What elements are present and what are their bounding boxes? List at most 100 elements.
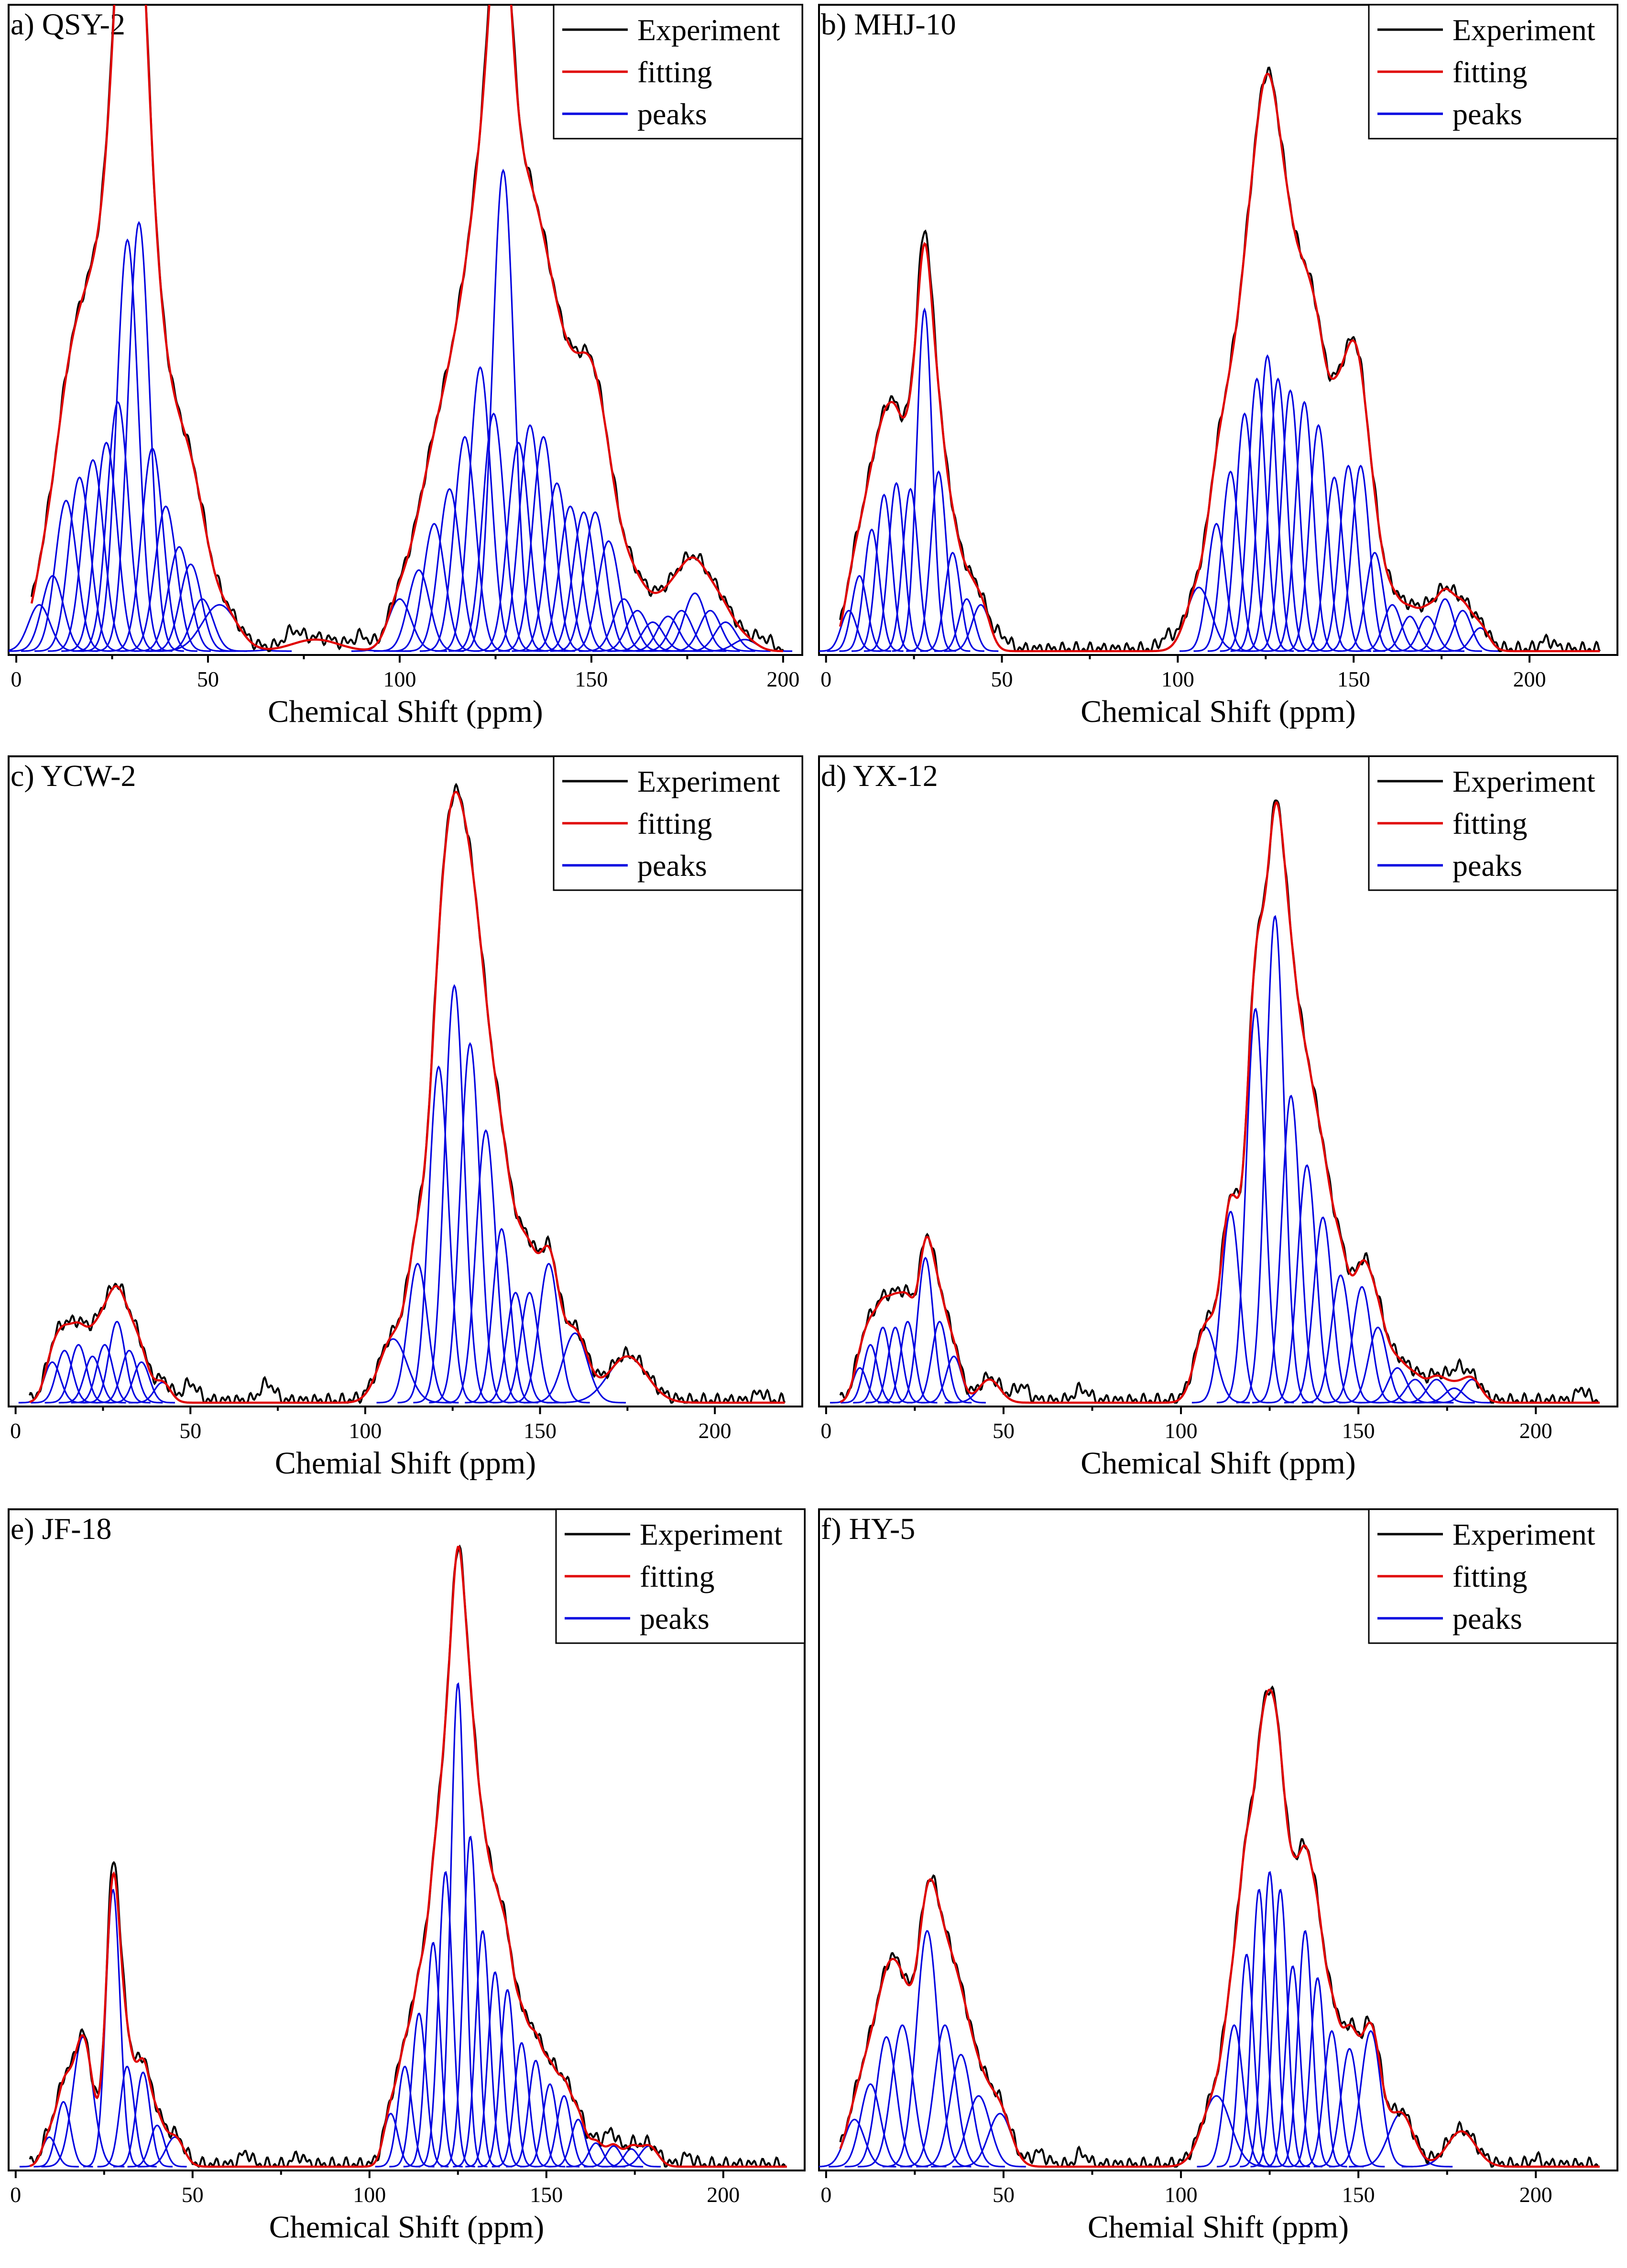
experiment-line xyxy=(839,66,1601,653)
peak-curve xyxy=(58,1355,126,1404)
peak-curve xyxy=(113,2072,173,2168)
legend-entry: Experiment xyxy=(637,764,780,798)
x-tick-label: 200 xyxy=(1519,1418,1552,1443)
peak-curve xyxy=(397,1065,480,1404)
peak-curve xyxy=(403,1941,463,2168)
peak-curve xyxy=(1216,1007,1294,1404)
peak-curve xyxy=(491,2042,551,2168)
peak-curve xyxy=(1267,401,1342,652)
peak-curve xyxy=(1268,1164,1345,1404)
peak-curve xyxy=(94,221,184,652)
x-tick-label: 100 xyxy=(349,1418,382,1443)
panel-title: d) YX-12 xyxy=(821,759,938,793)
peak-curve xyxy=(448,413,539,652)
curves xyxy=(819,1685,1600,2168)
peak-curve xyxy=(389,2012,449,2168)
x-tick-label: 0 xyxy=(11,667,22,691)
x-tick-label: 0 xyxy=(820,1418,831,1443)
peak-curve xyxy=(601,2148,661,2168)
fitting-line xyxy=(29,791,785,1404)
x-tick-label: 200 xyxy=(1513,667,1546,691)
peak-curve xyxy=(893,1256,958,1404)
peak-curve xyxy=(108,1361,175,1404)
curves xyxy=(19,1544,787,2168)
peak-curve xyxy=(944,1379,1034,1404)
peak-curve xyxy=(1207,412,1282,652)
peak-curve xyxy=(420,436,510,652)
peak-curve xyxy=(1323,1286,1401,1404)
peak-curve xyxy=(1191,1210,1269,1404)
peak-curve xyxy=(71,1344,139,1404)
peak-curve xyxy=(147,604,292,652)
peak-curve xyxy=(465,1971,525,2168)
peak-curve xyxy=(21,500,111,652)
peak-curve xyxy=(592,610,683,652)
peak-curve xyxy=(83,1320,151,1404)
x-tick-label: 0 xyxy=(820,667,831,691)
peak-curve xyxy=(906,1320,972,1404)
peak-curve xyxy=(525,505,616,652)
legend-entry: fitting xyxy=(1452,1559,1527,1593)
peak-curve xyxy=(120,505,211,652)
peak-curve xyxy=(1250,1888,1310,2168)
peak-curve xyxy=(465,1228,538,1404)
panel-frame xyxy=(818,1508,1618,2171)
panel-title: a) QSY-2 xyxy=(11,7,125,41)
legend-entry: peaks xyxy=(637,97,707,131)
peak-curve xyxy=(1323,464,1398,652)
panel-4: 0 50 100 150 200 Chemical Shift (ppm) d) YX-12… xyxy=(818,755,1618,1481)
peak-curve xyxy=(892,307,957,652)
peak-curve xyxy=(916,2054,1005,2168)
peak-curve xyxy=(852,493,916,652)
peak-curve xyxy=(1229,1888,1289,2168)
peak-curve xyxy=(134,546,224,652)
peak-curve xyxy=(1398,1379,1475,1404)
x-tick-label: 50 xyxy=(182,2182,204,2207)
peak-curve xyxy=(73,401,163,652)
x-tick-label: 200 xyxy=(707,2182,740,2207)
x-tick-label: 100 xyxy=(1165,1418,1198,1443)
peak-curve xyxy=(458,168,548,652)
peak-curve xyxy=(1161,1326,1250,1404)
legend-entry: fitting xyxy=(637,55,712,89)
peak-curve xyxy=(1220,377,1294,652)
peak-curve xyxy=(373,569,464,652)
x-tick-label: 150 xyxy=(575,667,608,691)
x-axis-label: Chemial Shift (ppm) xyxy=(1088,2210,1349,2245)
x-axis-label: Chemical Shift (ppm) xyxy=(268,694,543,729)
legend: Experiment fitting peaks xyxy=(1368,4,1618,140)
peak-curve xyxy=(550,511,641,652)
peak-curve xyxy=(506,2060,566,2168)
peak-curve xyxy=(1288,1977,1347,2168)
legend-entry: peaks xyxy=(640,1602,710,1636)
peak-curve xyxy=(1193,470,1267,652)
legend: Experiment fitting peaks xyxy=(553,755,803,891)
legend: Experiment fitting peaks xyxy=(553,4,803,140)
peak-curve xyxy=(498,436,589,652)
x-tick-label: 100 xyxy=(353,2182,386,2207)
legend-entry: fitting xyxy=(637,807,712,840)
curves xyxy=(18,783,786,1405)
peak-curve xyxy=(415,1871,475,2168)
experiment-line xyxy=(29,783,786,1405)
peak-curve xyxy=(44,1344,112,1404)
peak-curve xyxy=(31,1350,98,1404)
peak-curve xyxy=(375,2065,435,2168)
peak-curve xyxy=(865,1326,925,1404)
peak-curve xyxy=(680,621,771,652)
peak-curve xyxy=(584,2145,644,2168)
peak-curve xyxy=(19,2136,79,2168)
x-axis-label: Chemical Shift (ppm) xyxy=(269,2210,545,2245)
peak-curve xyxy=(41,2036,125,2168)
peak-curve xyxy=(34,476,125,652)
peak-curve xyxy=(1338,552,1412,652)
peak-curve xyxy=(1339,1326,1417,1404)
panel-title: b) MHJ-10 xyxy=(821,7,956,41)
x-tick-label: 100 xyxy=(1165,2182,1198,2207)
x-tick-label: 150 xyxy=(524,1418,557,1443)
x-tick-label: 50 xyxy=(197,667,219,691)
fitting-line xyxy=(840,801,1600,1404)
x-tick-label: 150 xyxy=(1342,1418,1375,1443)
panel-title: c) YCW-2 xyxy=(11,759,136,793)
